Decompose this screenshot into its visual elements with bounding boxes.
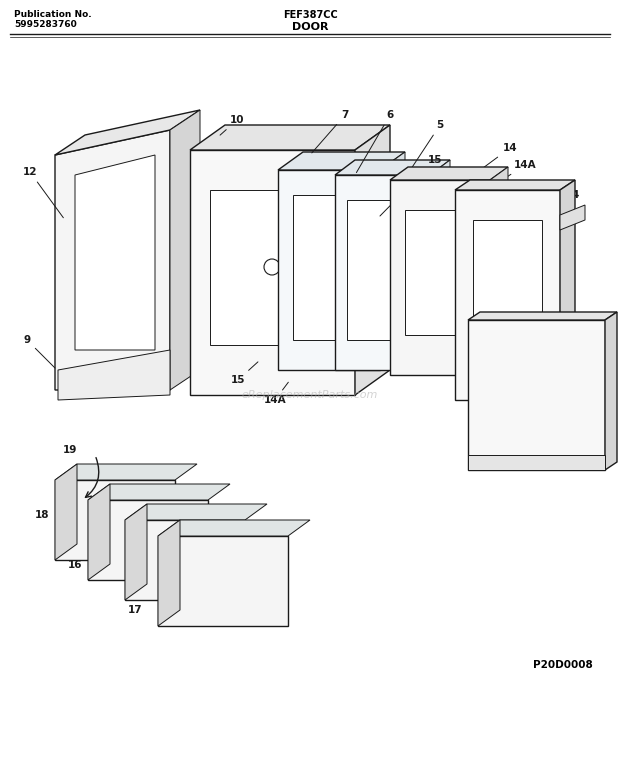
Text: 39: 39 (569, 430, 590, 453)
Polygon shape (355, 125, 390, 395)
Polygon shape (55, 464, 197, 480)
Polygon shape (170, 110, 200, 390)
Text: 12: 12 (23, 167, 63, 217)
Text: P20D0008: P20D0008 (533, 660, 593, 670)
Polygon shape (55, 480, 175, 560)
Polygon shape (210, 190, 335, 345)
Text: DOOR: DOOR (292, 22, 328, 32)
Polygon shape (125, 504, 147, 600)
Polygon shape (88, 500, 208, 580)
Polygon shape (125, 520, 245, 600)
Text: 4: 4 (556, 190, 578, 252)
Text: eReplacementParts.com: eReplacementParts.com (242, 390, 378, 400)
Text: 14A: 14A (474, 160, 536, 198)
Polygon shape (158, 520, 180, 626)
Polygon shape (335, 160, 450, 175)
Polygon shape (560, 205, 585, 230)
Polygon shape (75, 155, 155, 350)
Text: 6: 6 (356, 110, 394, 173)
Polygon shape (605, 312, 617, 470)
Text: 9: 9 (24, 335, 55, 368)
Text: 5: 5 (407, 120, 444, 176)
Polygon shape (468, 320, 605, 470)
Text: 7: 7 (312, 110, 348, 153)
Polygon shape (455, 190, 560, 400)
Polygon shape (468, 312, 617, 320)
Polygon shape (473, 220, 542, 355)
Text: 18: 18 (35, 510, 50, 520)
Polygon shape (405, 210, 475, 335)
Text: 15: 15 (231, 362, 258, 385)
Text: 14A: 14A (264, 382, 288, 405)
Polygon shape (468, 455, 605, 470)
Polygon shape (55, 130, 170, 390)
Polygon shape (278, 152, 405, 170)
Polygon shape (190, 125, 390, 150)
Polygon shape (190, 150, 355, 395)
Polygon shape (158, 520, 310, 536)
Polygon shape (335, 175, 430, 370)
Polygon shape (125, 504, 267, 520)
Polygon shape (278, 170, 380, 370)
Text: 16: 16 (68, 560, 82, 570)
Text: 16: 16 (192, 615, 206, 625)
Text: 15: 15 (380, 155, 442, 216)
Polygon shape (158, 536, 288, 626)
Text: 5995283760: 5995283760 (14, 20, 77, 29)
Polygon shape (380, 152, 405, 370)
Text: 17: 17 (128, 605, 143, 615)
Text: 10: 10 (220, 115, 244, 135)
Polygon shape (293, 195, 365, 340)
Polygon shape (88, 484, 230, 500)
Polygon shape (560, 360, 585, 385)
Polygon shape (55, 464, 77, 560)
Polygon shape (88, 484, 110, 580)
Text: 14: 14 (463, 143, 517, 183)
Polygon shape (55, 110, 200, 155)
Text: 19: 19 (63, 445, 78, 455)
Polygon shape (347, 200, 418, 340)
Polygon shape (58, 350, 170, 400)
Polygon shape (455, 180, 575, 190)
Polygon shape (560, 180, 575, 400)
Polygon shape (390, 180, 490, 375)
Text: 3: 3 (572, 410, 596, 438)
Polygon shape (490, 167, 508, 375)
Polygon shape (430, 160, 450, 370)
Text: FEF387CC: FEF387CC (283, 10, 337, 20)
Polygon shape (390, 167, 508, 180)
Text: Publication No.: Publication No. (14, 10, 92, 19)
